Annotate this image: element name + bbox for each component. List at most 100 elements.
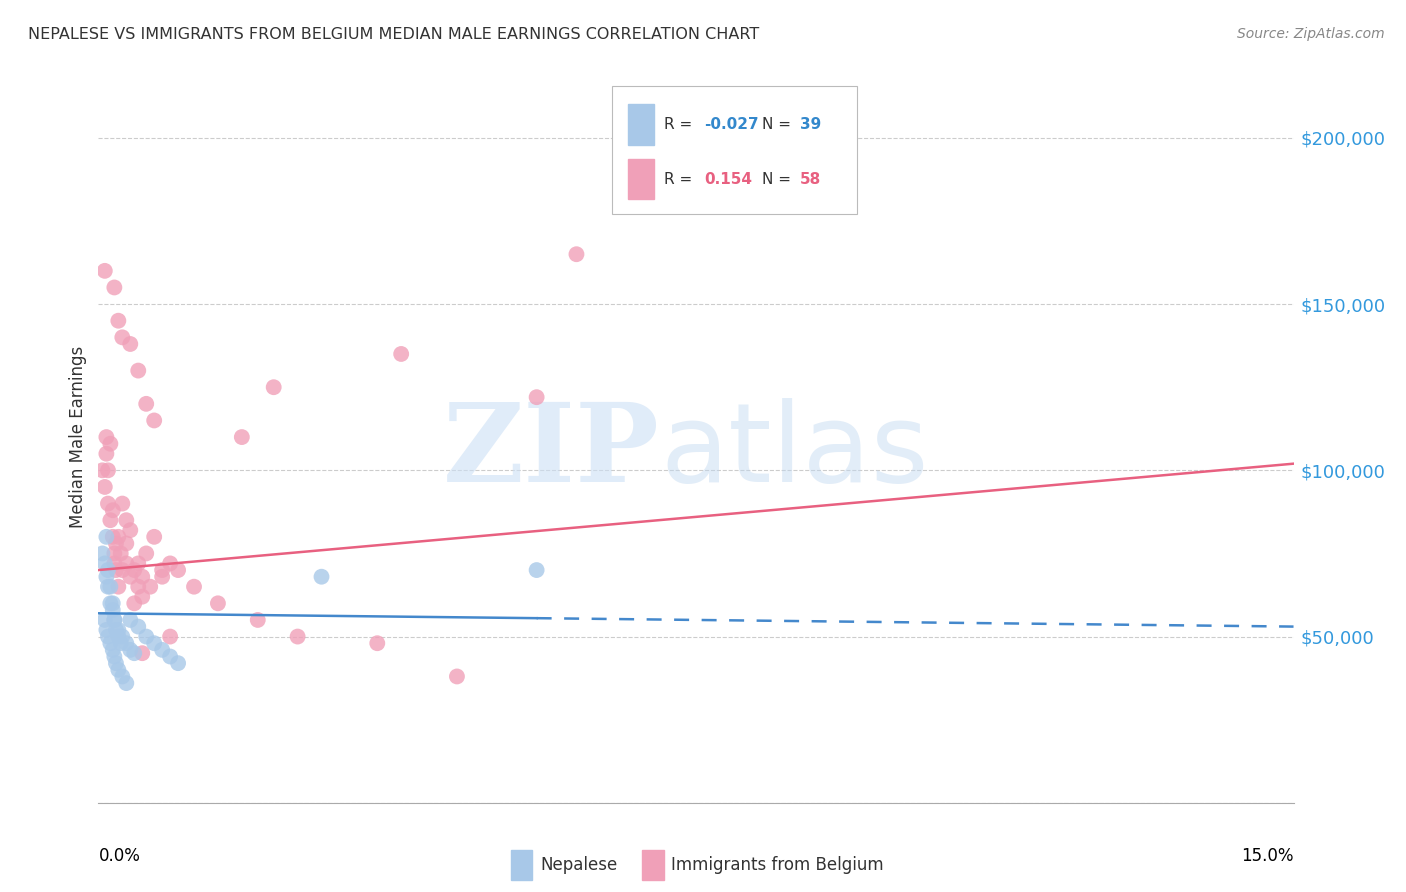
Point xyxy=(98,436,122,450)
Point xyxy=(120,570,142,584)
Point xyxy=(103,280,125,294)
Text: R =: R = xyxy=(664,117,697,132)
Text: 0.154: 0.154 xyxy=(704,172,752,186)
Point xyxy=(98,636,122,650)
Point xyxy=(446,669,468,683)
Point xyxy=(107,530,129,544)
Point xyxy=(115,636,138,650)
Point xyxy=(104,656,127,670)
Text: Immigrants from Belgium: Immigrants from Belgium xyxy=(671,856,883,874)
Point xyxy=(96,530,118,544)
Point xyxy=(91,463,114,477)
Point xyxy=(366,636,388,650)
Bar xyxy=(643,850,664,880)
Point xyxy=(131,646,153,660)
Point xyxy=(159,649,181,664)
Point xyxy=(103,649,125,664)
Point xyxy=(131,570,153,584)
Point xyxy=(97,563,120,577)
Point xyxy=(207,596,229,610)
Point xyxy=(97,463,120,477)
Point xyxy=(263,380,285,394)
Point xyxy=(96,623,118,637)
Point xyxy=(127,363,149,377)
Point xyxy=(150,563,173,577)
Point xyxy=(526,390,548,404)
Text: N =: N = xyxy=(762,117,796,132)
Point xyxy=(389,347,412,361)
Point xyxy=(107,663,129,677)
Point xyxy=(143,530,166,544)
Bar xyxy=(628,159,654,199)
FancyBboxPatch shape xyxy=(613,86,858,214)
Point xyxy=(246,613,269,627)
Point xyxy=(143,413,166,427)
Point xyxy=(94,264,117,278)
Text: 0.0%: 0.0% xyxy=(98,847,141,864)
Point xyxy=(111,330,134,344)
Point xyxy=(115,536,138,550)
Text: ZIP: ZIP xyxy=(443,398,661,505)
Point xyxy=(111,563,134,577)
Y-axis label: Median Male Earnings: Median Male Earnings xyxy=(69,346,87,528)
Point xyxy=(107,314,129,328)
Bar xyxy=(510,850,533,880)
Point xyxy=(150,643,173,657)
Point xyxy=(135,630,157,644)
Point xyxy=(127,619,149,633)
Point xyxy=(101,530,124,544)
Point xyxy=(120,643,142,657)
Text: 39: 39 xyxy=(800,117,821,132)
Point xyxy=(139,580,162,594)
Point xyxy=(526,563,548,577)
Point xyxy=(115,513,138,527)
Point xyxy=(103,557,125,571)
Point xyxy=(96,570,118,584)
Point xyxy=(94,557,117,571)
Point xyxy=(124,646,146,660)
Point xyxy=(159,630,181,644)
Point xyxy=(104,563,127,577)
Point xyxy=(231,430,253,444)
Point xyxy=(111,630,134,644)
Point xyxy=(565,247,588,261)
Point xyxy=(97,497,120,511)
Text: Source: ZipAtlas.com: Source: ZipAtlas.com xyxy=(1237,27,1385,41)
Point xyxy=(110,546,132,560)
Point xyxy=(183,580,205,594)
Point xyxy=(287,630,309,644)
Point xyxy=(120,613,142,627)
Point xyxy=(150,570,173,584)
Point xyxy=(159,557,181,571)
Point xyxy=(101,596,124,610)
Point xyxy=(98,513,122,527)
Point xyxy=(124,596,146,610)
Text: N =: N = xyxy=(762,172,796,186)
Point xyxy=(115,557,138,571)
Text: 15.0%: 15.0% xyxy=(1241,847,1294,864)
Bar xyxy=(628,104,654,145)
Point xyxy=(101,643,124,657)
Point xyxy=(103,546,125,560)
Point xyxy=(91,546,114,560)
Point xyxy=(124,563,146,577)
Point xyxy=(104,536,127,550)
Point xyxy=(127,557,149,571)
Point xyxy=(107,630,129,644)
Point xyxy=(94,480,117,494)
Text: R =: R = xyxy=(664,172,697,186)
Point xyxy=(97,580,120,594)
Point xyxy=(111,497,134,511)
Text: -0.027: -0.027 xyxy=(704,117,759,132)
Point xyxy=(311,570,333,584)
Point xyxy=(120,337,142,351)
Point xyxy=(110,636,132,650)
Point xyxy=(101,503,124,517)
Point xyxy=(111,669,134,683)
Point xyxy=(167,563,190,577)
Point xyxy=(104,623,127,637)
Point xyxy=(96,447,118,461)
Point xyxy=(107,580,129,594)
Point xyxy=(120,523,142,537)
Point xyxy=(103,613,125,627)
